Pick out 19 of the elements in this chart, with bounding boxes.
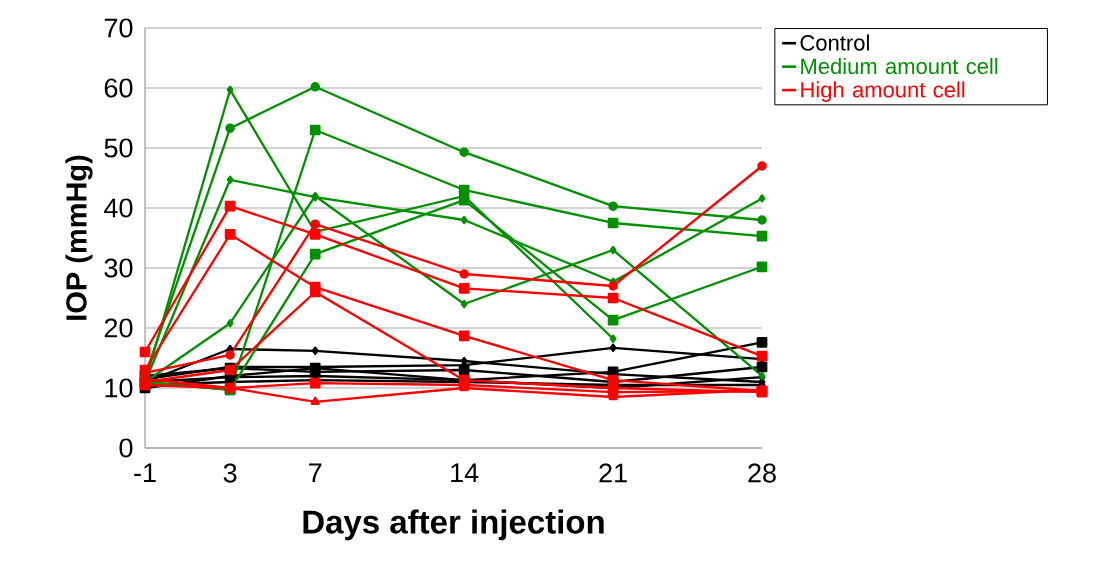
y-tick-label: 20 bbox=[104, 318, 133, 338]
y-tick-label: 70 bbox=[104, 18, 133, 38]
y-axis-title: IOP (mmHg) bbox=[65, 155, 93, 320]
x-axis-title: Days after injection bbox=[303, 509, 604, 541]
y-tick-label: 30 bbox=[104, 258, 133, 278]
y-tick-label: 60 bbox=[104, 78, 133, 98]
x-tick-label: 14 bbox=[451, 463, 479, 483]
x-tick-label: 7 bbox=[309, 463, 322, 483]
y-tick-label: 40 bbox=[104, 198, 133, 218]
y-tick-label: 10 bbox=[105, 378, 133, 398]
y-tick-label: 50 bbox=[104, 138, 133, 158]
x-tick-label: 28 bbox=[748, 463, 776, 483]
y-tick-label: 0 bbox=[119, 438, 133, 458]
x-tick-label: 21 bbox=[599, 463, 627, 483]
x-tick-label: -1 bbox=[134, 463, 156, 483]
legend-label: Control bbox=[800, 34, 869, 51]
legend-label: Medium amount cell bbox=[801, 57, 998, 75]
legend-label: High amount cell bbox=[801, 81, 965, 102]
x-tick-label: 3 bbox=[223, 463, 237, 483]
